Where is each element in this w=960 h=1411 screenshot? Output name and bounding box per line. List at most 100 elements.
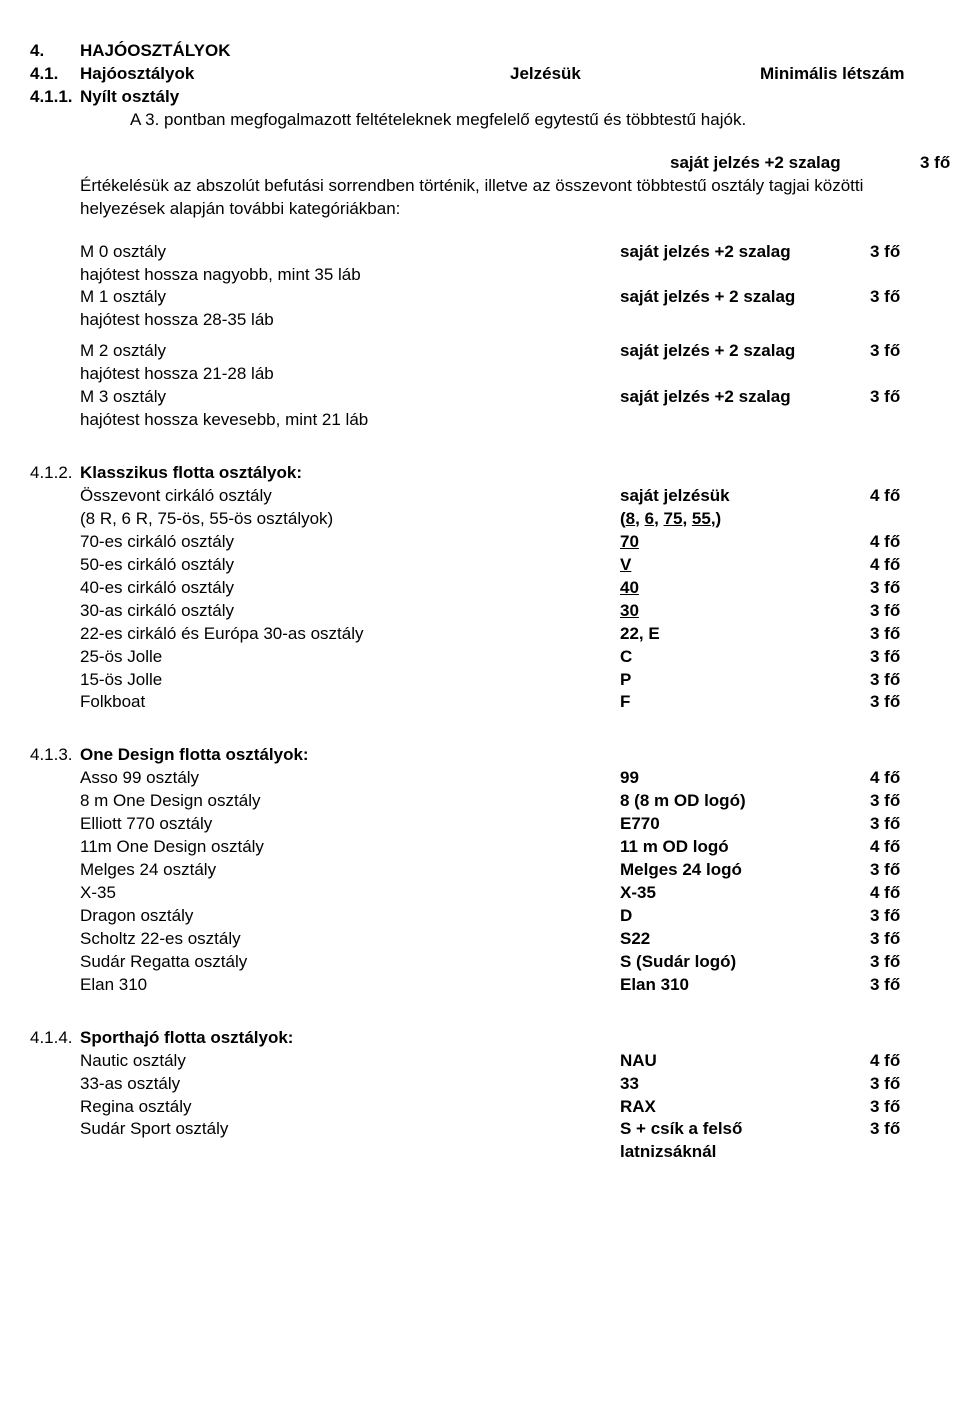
- sport-name: Regina osztály: [80, 1096, 620, 1119]
- heading-413-title: One Design flotta osztályok:: [80, 744, 309, 767]
- sport-marking: 33: [620, 1073, 870, 1096]
- klass-row: Összevont cirkáló osztálysaját jelzésük4…: [80, 485, 930, 508]
- sport-name: Nautic osztály: [80, 1050, 620, 1073]
- heading-41: 4.1. Hajóosztályok Jelzésük Minimális lé…: [30, 63, 930, 86]
- klass-name: 30-as cirkáló osztály: [80, 600, 620, 623]
- klass-row: FolkboatF3 fő: [80, 691, 930, 714]
- od-name: Sudár Regatta osztály: [80, 951, 620, 974]
- klass-min: 3 fő: [870, 577, 930, 600]
- klass-min: 3 fő: [870, 669, 930, 692]
- od-marking: 11 m OD logó: [620, 836, 870, 859]
- m-class-desc: hajótest hossza nagyobb, mint 35 láb: [80, 264, 930, 287]
- klass-name: 70-es cirkáló osztály: [80, 531, 620, 554]
- heading-414: 4.1.4. Sporthajó flotta osztályok:: [30, 1027, 930, 1050]
- klass-min: 4 fő: [870, 531, 930, 554]
- m-class-min: 3 fő: [870, 386, 930, 409]
- od-min: 3 fő: [870, 813, 930, 836]
- m-class-desc: hajótest hossza kevesebb, mint 21 láb: [80, 409, 930, 432]
- klass-name: 22-es cirkáló és Európa 30-as osztály: [80, 623, 620, 646]
- od-marking: X-35: [620, 882, 870, 905]
- heading-41-title: Hajóosztályok: [80, 63, 510, 86]
- od-marking: D: [620, 905, 870, 928]
- od-row: Melges 24 osztályMelges 24 logó3 fő: [80, 859, 930, 882]
- klass-row: 22-es cirkáló és Európa 30-as osztály22,…: [80, 623, 930, 646]
- m-class-name: M 0 osztály: [80, 241, 620, 264]
- od-name: Elan 310: [80, 974, 620, 997]
- sport-marking-cont: latnizsáknál: [620, 1141, 870, 1164]
- m-class-name: M 1 osztály: [80, 286, 620, 309]
- od-name: Asso 99 osztály: [80, 767, 620, 790]
- klass-name: (8 R, 6 R, 75-ös, 55-ös osztályok): [80, 508, 620, 531]
- m-class-name: M 2 osztály: [80, 340, 620, 363]
- sport-name: Sudár Sport osztály: [80, 1118, 620, 1141]
- od-min: 4 fő: [870, 836, 930, 859]
- heading-412-num: 4.1.2.: [30, 462, 80, 485]
- od-row: Sudár Regatta osztályS (Sudár logó)3 fő: [80, 951, 930, 974]
- klass-name: 40-es cirkáló osztály: [80, 577, 620, 600]
- klass-min: 3 fő: [870, 623, 930, 646]
- od-name: X-35: [80, 882, 620, 905]
- m-class-desc: hajótest hossza 28-35 láb: [80, 309, 930, 332]
- heading-411-num: 4.1.1.: [30, 86, 80, 109]
- klass-marking: 30: [620, 600, 870, 623]
- od-row: Asso 99 osztály994 fő: [80, 767, 930, 790]
- heading-4: 4. HAJÓOSZTÁLYOK: [30, 40, 930, 63]
- klass-row: 30-as cirkáló osztály303 fő: [80, 600, 930, 623]
- od-marking: E770: [620, 813, 870, 836]
- sport-row: Regina osztályRAX3 fő: [80, 1096, 930, 1119]
- sport-min: 4 fő: [870, 1050, 930, 1073]
- heading-411: 4.1.1. Nyílt osztály: [30, 86, 930, 109]
- m-class-marking: saját jelzés +2 szalag: [620, 241, 870, 264]
- od-row: Dragon osztályD3 fő: [80, 905, 930, 928]
- m-class-desc: hajótest hossza 21-28 láb: [80, 363, 930, 386]
- od-name: Scholtz 22-es osztály: [80, 928, 620, 951]
- klass-marking: 22, E: [620, 623, 870, 646]
- m-class-marking: saját jelzés + 2 szalag: [620, 340, 870, 363]
- klass-min: 3 fő: [870, 600, 930, 623]
- open-class-min: 3 fő: [920, 152, 960, 175]
- od-row: Elan 310 Elan 3103 fő: [80, 974, 930, 997]
- sport-marking: RAX: [620, 1096, 870, 1119]
- klass-row: 15-ös JolleP3 fő: [80, 669, 930, 692]
- sport-min: 3 fő: [870, 1096, 930, 1119]
- klass-marking: (8, 6, 75, 55,): [620, 508, 870, 531]
- klass-marking: F: [620, 691, 870, 714]
- od-name: 8 m One Design osztály: [80, 790, 620, 813]
- klass-marking: saját jelzésük: [620, 485, 870, 508]
- column-header-min: Minimális létszám: [760, 63, 930, 86]
- od-marking: 99: [620, 767, 870, 790]
- m-class-name: M 3 osztály: [80, 386, 620, 409]
- sport-min: 3 fő: [870, 1118, 930, 1141]
- klass-marking: 70: [620, 531, 870, 554]
- od-row: X-35X-354 fő: [80, 882, 930, 905]
- od-marking: 8 (8 m OD logó): [620, 790, 870, 813]
- sport-marking: NAU: [620, 1050, 870, 1073]
- od-row: 11m One Design osztály11 m OD logó4 fő: [80, 836, 930, 859]
- sport-row: 33-as osztály333 fő: [80, 1073, 930, 1096]
- klass-row: 25-ös JolleC3 fő: [80, 646, 930, 669]
- klass-name: Folkboat: [80, 691, 620, 714]
- heading-414-title: Sporthajó flotta osztályok:: [80, 1027, 293, 1050]
- open-class-row: saját jelzés +2 szalag 3 fő: [30, 152, 960, 175]
- klass-name: 15-ös Jolle: [80, 669, 620, 692]
- sport-min: 3 fő: [870, 1073, 930, 1096]
- heading-411-title: Nyílt osztály: [80, 86, 179, 109]
- heading-412: 4.1.2. Klasszikus flotta osztályok:: [30, 462, 930, 485]
- klass-row: 50-es cirkáló osztályV4 fő: [80, 554, 930, 577]
- document-page: 4. HAJÓOSZTÁLYOK 4.1. Hajóosztályok Jelz…: [30, 40, 930, 1164]
- klass-marking: V: [620, 554, 870, 577]
- m-class-min: 3 fő: [870, 241, 930, 264]
- od-min: 4 fő: [870, 767, 930, 790]
- heading-41-num: 4.1.: [30, 63, 80, 86]
- open-class-marking: saját jelzés +2 szalag: [670, 152, 920, 175]
- m-class-marking: saját jelzés + 2 szalag: [620, 286, 870, 309]
- klass-row: 40-es cirkáló osztály403 fő: [80, 577, 930, 600]
- sport-rows-list: Nautic osztályNAU4 fő33-as osztály333 fő…: [30, 1050, 930, 1165]
- od-name: 11m One Design osztály: [80, 836, 620, 859]
- klass-rows-list: Összevont cirkáló osztálysaját jelzésük4…: [30, 485, 930, 714]
- klass-name: Összevont cirkáló osztály: [80, 485, 620, 508]
- od-marking: Melges 24 logó: [620, 859, 870, 882]
- od-row: Elliott 770 osztályE7703 fő: [80, 813, 930, 836]
- od-name: Melges 24 osztály: [80, 859, 620, 882]
- klass-marking: 40: [620, 577, 870, 600]
